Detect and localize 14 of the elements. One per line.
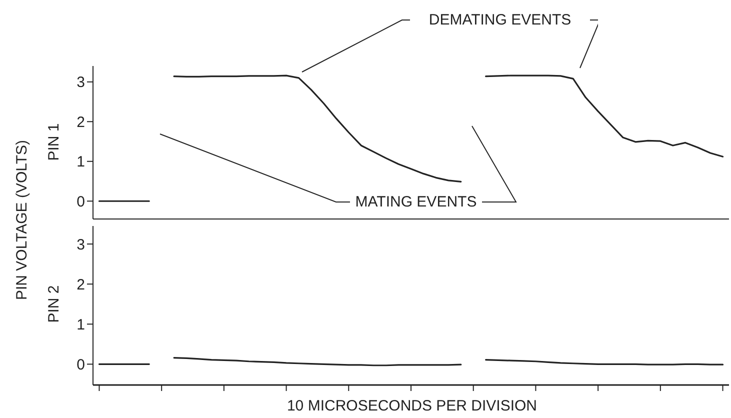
text: DEMATING EVENTS: [428, 12, 572, 28]
y-tick-label: 3: [76, 74, 85, 92]
text: PIN VOLTAGE (VOLTS): [14, 140, 30, 300]
annotation: MATING EVENTS: [355, 194, 477, 210]
y-tick-label: 0: [76, 356, 85, 374]
x-axis-title: 10 MICROSECONDS PER DIVISION: [286, 398, 538, 414]
y-tick-label: 1: [76, 154, 85, 171]
y-axis-title: PIN 1: [46, 123, 62, 161]
y-tick-label: 2: [76, 276, 85, 294]
y-axis-title: PIN 2: [46, 285, 62, 323]
y-tick-label: 1: [76, 316, 85, 334]
y-tick-label: 2: [76, 114, 85, 131]
y-tick-label: 0: [76, 193, 85, 210]
y-tick-label: 3: [76, 236, 85, 254]
